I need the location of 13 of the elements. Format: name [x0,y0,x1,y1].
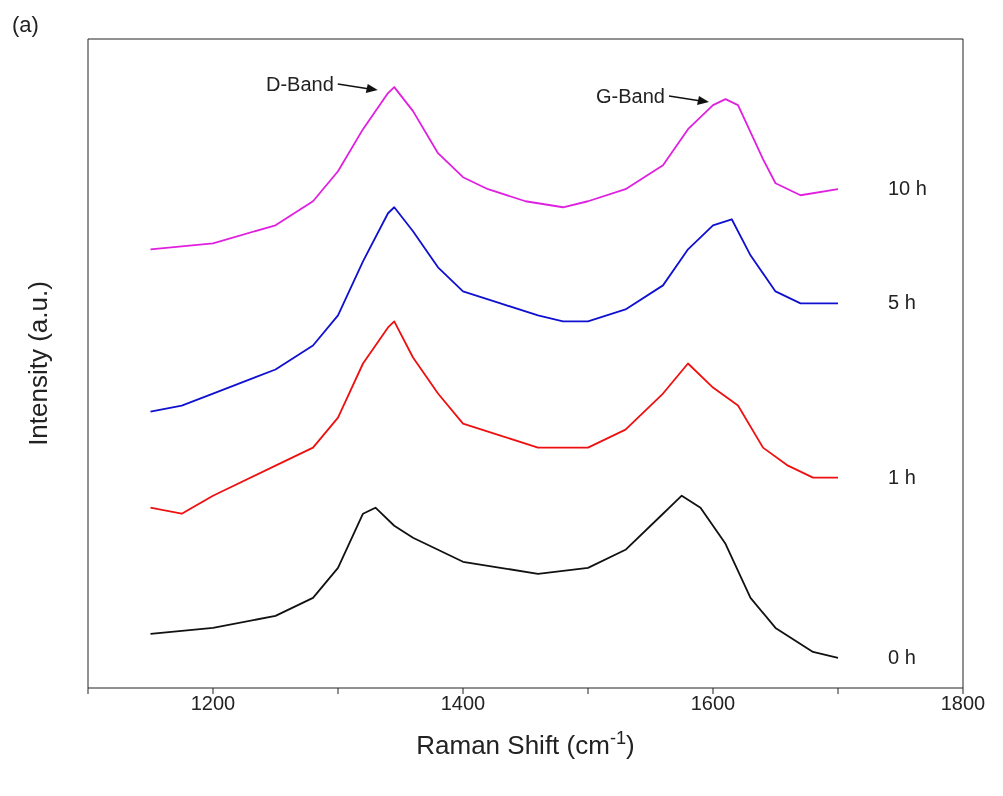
text: 10 h [888,177,927,200]
x-tick-label: 1800 [940,692,986,715]
y-axis-title: Intensity (a.u.) [23,281,54,446]
text: 1 h [888,465,916,488]
annotation: G-Band [596,85,665,108]
x-tick-label: 1200 [190,692,236,715]
x-tick-label: 1400 [440,692,486,715]
annotation: D-Band [265,73,334,96]
text: 5 h [888,291,916,314]
x-axis-title: Raman Shift (cm$^{-1}$) [416,728,635,760]
x-tick-label: 1600 [690,692,736,715]
text: 0 h [888,645,916,668]
text: (a) [12,12,39,38]
